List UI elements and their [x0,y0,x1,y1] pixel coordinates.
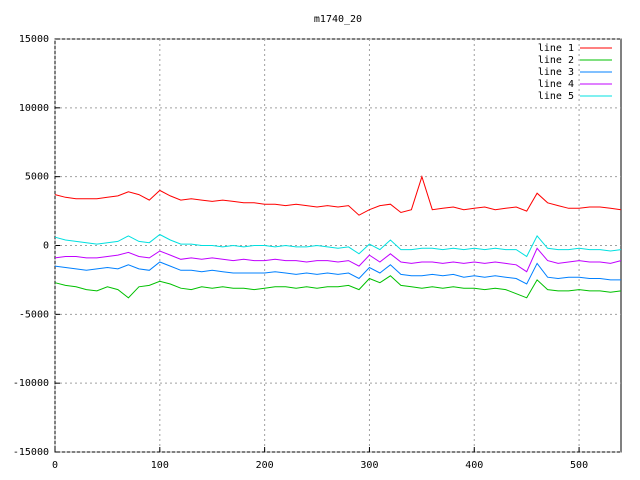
x-tick-label: 0 [52,460,58,471]
y-tick-label: 5000 [25,172,49,183]
legend-label: line 5 [538,91,574,102]
series-line [54,233,622,258]
series-line [54,275,622,299]
series-line [54,247,622,273]
chart-title: m1740_20 [314,14,362,25]
y-tick-label: 10000 [19,103,49,114]
y-tick-label: -15000 [13,447,49,458]
x-tick-label: 300 [360,460,378,471]
legend-label: line 1 [538,43,574,54]
x-tick-label: 400 [465,460,483,471]
x-tick-label: 200 [256,460,274,471]
y-tick-label: 0 [43,241,49,252]
y-tick-label: -10000 [13,378,49,389]
series-line [54,261,621,285]
y-tick-label: 15000 [19,34,49,45]
legend-label: line 4 [538,79,574,90]
x-tick-label: 100 [151,460,169,471]
series-line [54,175,622,216]
y-tick-label: -5000 [19,309,49,320]
legend-label: line 2 [538,55,574,66]
x-tick-label: 500 [570,460,588,471]
legend-label: line 3 [538,67,574,78]
